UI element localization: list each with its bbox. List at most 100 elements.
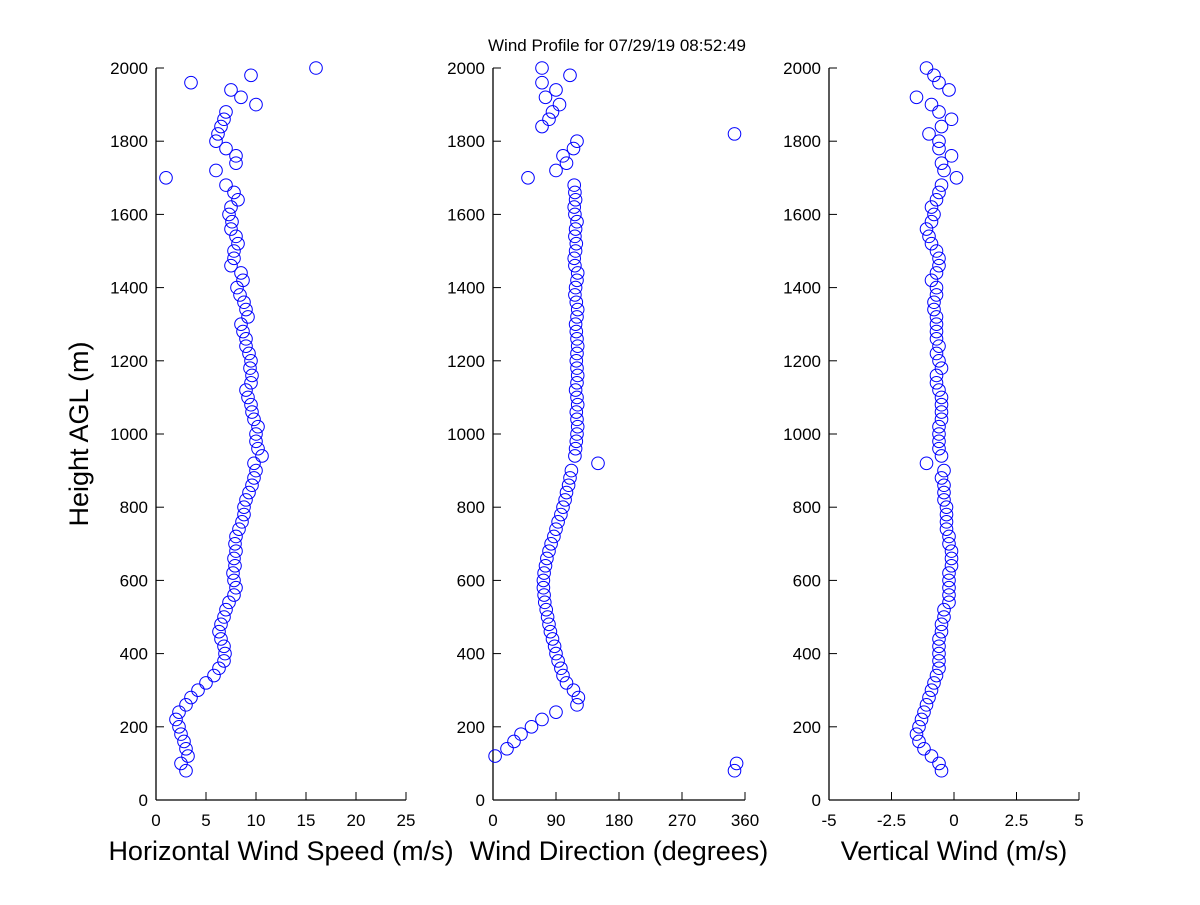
y-tick-label: 800 [793,498,821,517]
data-point [912,734,926,749]
data-point [929,368,944,383]
data-point [929,668,944,683]
data-point [929,288,944,302]
data-point [937,478,951,493]
data-point [214,119,228,134]
y-tick-label: 0 [476,791,485,810]
data-point [922,127,936,141]
data-point [229,544,243,558]
x-axis-label: Vertical Wind (m/s) [841,836,1068,866]
data-point [568,229,582,244]
data-point [239,383,253,397]
data-point [570,412,584,427]
data-point [570,302,585,317]
data-point [241,310,255,324]
y-tick-label: 800 [457,498,485,517]
x-tick-label: 25 [397,811,416,830]
data-point [929,192,944,207]
data-point [569,295,584,310]
data-point [228,537,242,551]
data-point [942,83,956,97]
data-point [556,500,570,515]
data-point [544,537,558,551]
data-point [929,346,944,361]
data-point [934,119,949,134]
data-point [179,741,193,756]
y-tick-label: 1800 [447,132,485,151]
data-point [538,558,553,573]
data-point [222,207,236,222]
y-tick-label: 0 [812,791,821,810]
x-tick-label: 270 [668,811,696,830]
data-point [217,112,231,127]
data-point [549,522,563,536]
data-point [521,171,535,185]
data-point [545,632,560,646]
data-point [929,324,944,339]
x-tick-label: 0 [949,811,958,830]
data-point [547,639,562,654]
x-tick-label: 15 [297,811,316,830]
data-point [227,244,241,258]
data-point [227,551,241,566]
data-point [568,449,582,463]
data-point [568,185,582,200]
data-point [942,566,956,580]
data-point [551,654,565,668]
data-point [242,346,256,361]
data-point [569,405,584,419]
data-point [234,317,248,332]
data-point [229,529,243,544]
data-point [214,617,228,632]
data-point [537,566,551,580]
data-point [909,727,924,741]
y-tick-label: 1000 [447,425,485,444]
data-point [255,449,269,463]
data-point [542,544,556,558]
x-tick-label: 0 [151,811,160,830]
x-tick-label: 10 [247,811,266,830]
data-point [227,588,241,602]
data-point [540,610,555,624]
data-point [226,566,240,580]
data-point [924,236,939,251]
data-point [174,727,188,741]
data-point [932,134,946,148]
data-point [542,112,556,127]
data-point [535,75,549,90]
data-point [559,676,574,690]
data-point [929,317,944,332]
data-point [159,171,173,185]
data-point [568,258,582,273]
data-point [727,127,742,141]
y-tick-label: 200 [457,718,485,737]
data-point [934,412,949,427]
data-point [535,119,549,134]
data-point [219,105,233,119]
y-tick-label: 1200 [110,352,148,371]
data-point [247,412,261,427]
data-point [179,698,193,712]
data-point [932,427,946,441]
data-point [224,222,238,236]
data-point [570,375,584,390]
data-point [514,727,528,741]
data-point [558,493,572,507]
data-point [563,471,577,485]
data-point [554,507,568,522]
data-point [927,295,941,310]
data-point [249,427,263,441]
data-point [566,141,581,156]
data-point [939,500,954,515]
data-point [239,339,253,353]
data-point [231,236,245,251]
data-point [217,639,231,654]
data-point [567,251,582,266]
data-point [570,390,584,405]
y-tick-label: 1600 [447,205,485,224]
data-point [932,251,946,266]
data-point [222,595,236,610]
data-point [568,441,583,456]
data-point [500,741,514,756]
